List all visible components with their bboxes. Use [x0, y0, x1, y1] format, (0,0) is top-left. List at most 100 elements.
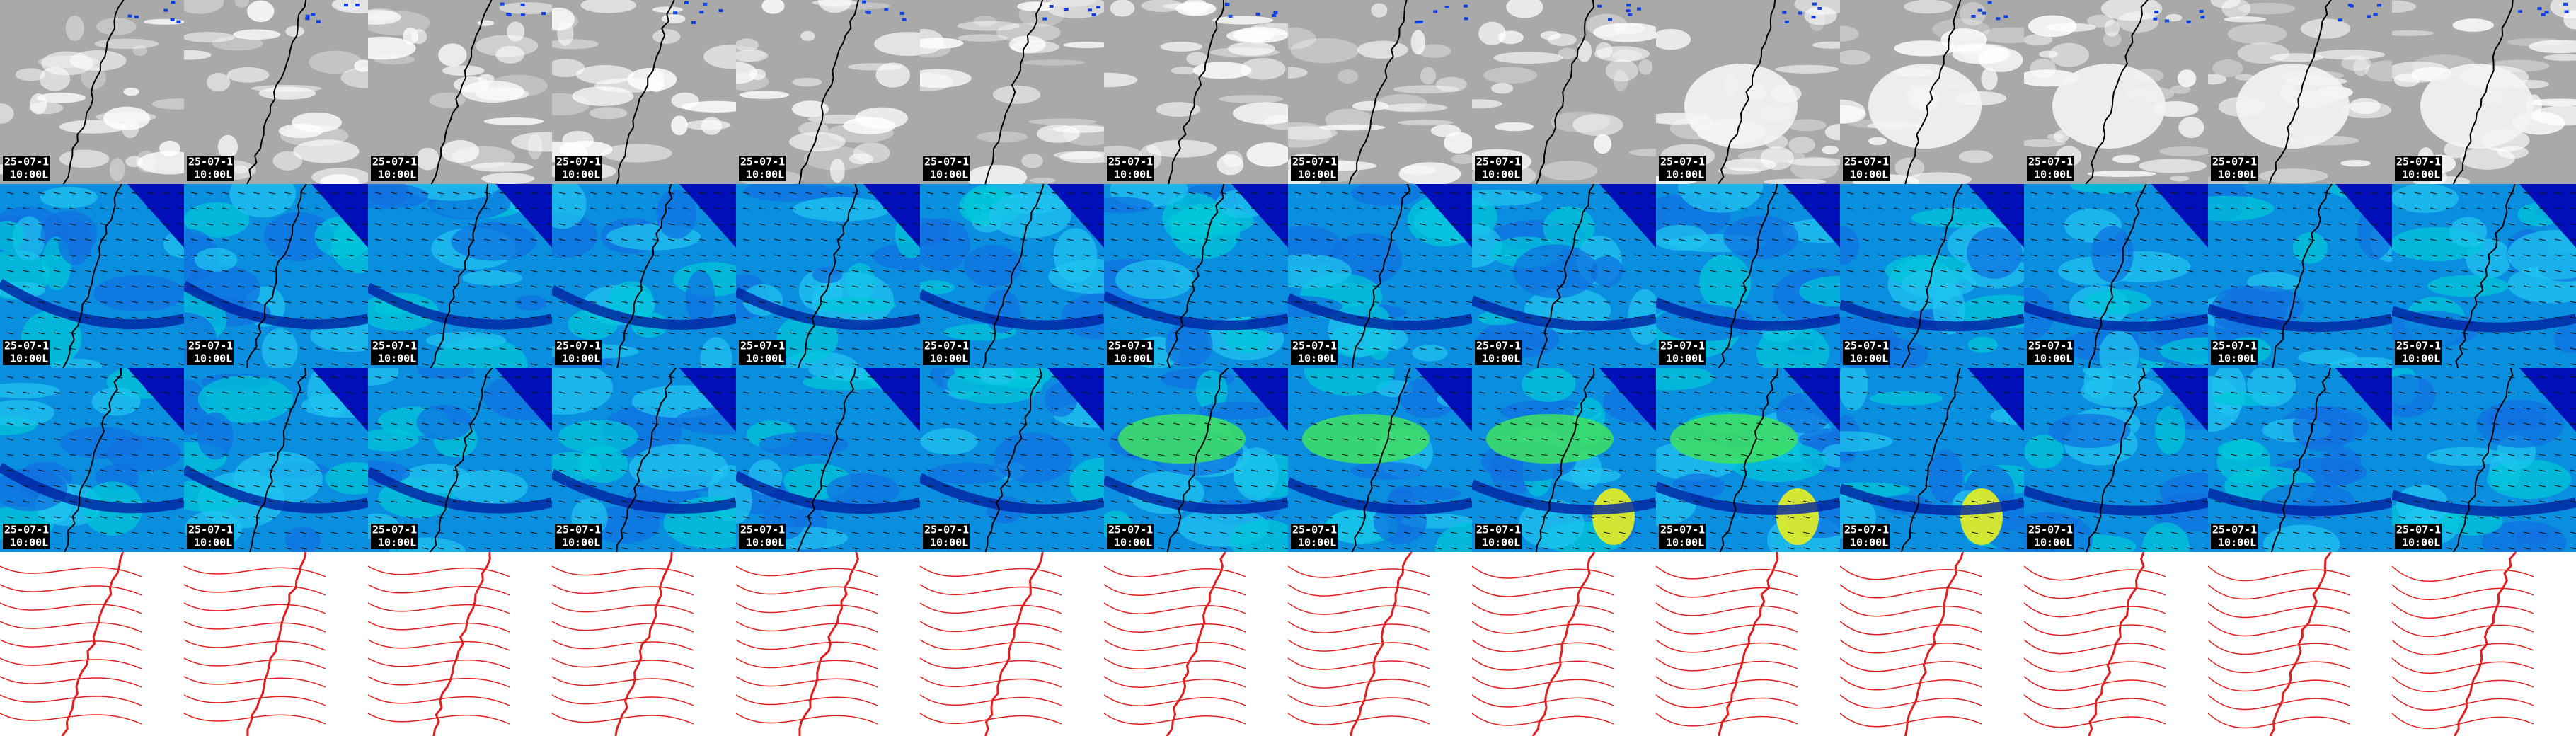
wind-arrow — [636, 485, 644, 488]
wind-arrow — [652, 363, 660, 366]
wind-arrow — [362, 547, 368, 550]
wind-arrow — [574, 376, 582, 379]
wind-arrow — [1924, 391, 1932, 394]
precip — [1091, 13, 1096, 16]
wind-arrow — [483, 376, 491, 379]
cloud — [703, 44, 736, 69]
wind-arrow — [1771, 238, 1779, 241]
wind-field — [1869, 391, 1943, 406]
wind-arrow — [1082, 238, 1090, 241]
wind-arrow — [468, 270, 476, 272]
cloud — [217, 134, 238, 159]
wind-arrow — [1173, 285, 1180, 288]
wind-arrow — [1694, 422, 1701, 425]
wind-arrow — [452, 207, 460, 210]
wind-field — [462, 270, 523, 286]
wind-arrow — [2507, 347, 2515, 350]
wind-arrow — [1771, 516, 1779, 519]
precip — [1971, 14, 1976, 18]
wind-arrow — [22, 500, 30, 503]
wind-arrow — [2108, 531, 2116, 534]
wind-arrow — [2523, 363, 2531, 366]
wind-arrow — [926, 192, 934, 195]
wind-arrow — [1787, 391, 1795, 394]
wind-arrow — [452, 192, 460, 195]
wind-arrow — [714, 347, 722, 350]
wind-arrow — [914, 485, 920, 488]
wind-arrow — [2108, 223, 2116, 226]
cloud — [2212, 59, 2243, 78]
wind-arrow — [1004, 254, 1012, 257]
wind-arrow — [2124, 223, 2132, 226]
wind-arrow — [284, 485, 292, 488]
wind-arrow — [683, 376, 691, 379]
wind-arrow — [1294, 285, 1302, 288]
wind-arrow — [84, 363, 92, 366]
wind-arrow — [973, 469, 981, 472]
wind-arrow — [1556, 422, 1564, 425]
precip — [1637, 7, 1642, 11]
wind-arrow — [299, 347, 307, 350]
map-tile: 25-07-110:00L — [552, 368, 736, 552]
wind-arrow — [742, 407, 750, 410]
wind-arrow — [2018, 438, 2024, 441]
wind-arrow — [452, 376, 460, 379]
wind-arrow — [2139, 438, 2147, 441]
wind-arrow — [346, 192, 354, 195]
wind-arrow — [1572, 270, 1580, 272]
wind-arrow — [22, 223, 30, 226]
wind-field — [2449, 217, 2488, 248]
wind-arrow — [1572, 376, 1580, 379]
wind-arrow — [1862, 223, 1870, 226]
wind-arrow — [2308, 223, 2316, 226]
wind-arrow — [2461, 363, 2468, 366]
wind-arrow — [1678, 316, 1686, 319]
wind-field — [40, 186, 98, 209]
wind-arrow — [69, 407, 76, 410]
wind-arrow — [6, 438, 14, 441]
wind-arrow — [237, 516, 245, 519]
precip — [1433, 10, 1438, 13]
wind-arrow — [6, 500, 14, 503]
wind-arrow — [330, 207, 338, 210]
wind-field — [920, 280, 955, 295]
wind-arrow — [1771, 223, 1779, 226]
precip — [1464, 4, 1468, 8]
wind-arrow — [499, 301, 507, 304]
wind-arrow — [914, 254, 920, 257]
wind-arrow — [1142, 207, 1149, 210]
wind-arrow — [1971, 391, 1979, 394]
wind-arrow — [146, 547, 154, 550]
wind-arrow — [1909, 347, 1916, 350]
wind-field — [0, 383, 60, 399]
wind-arrow — [299, 270, 307, 272]
wind-arrow — [2308, 316, 2316, 319]
wind-arrow — [867, 391, 875, 394]
wind-arrow — [2018, 254, 2024, 257]
wind-arrow — [1294, 516, 1302, 519]
wind-arrow — [2202, 285, 2208, 288]
wind-arrow — [1603, 531, 1611, 534]
wind-arrow — [2398, 223, 2406, 226]
wind-arrow — [1082, 254, 1090, 257]
wind-arrow — [483, 238, 491, 241]
wind-arrow — [730, 469, 736, 472]
wind-arrow — [2323, 407, 2331, 410]
wind-arrow — [805, 223, 812, 226]
wind-arrow — [1403, 516, 1411, 519]
wind-arrow — [2308, 332, 2316, 335]
map-tile: 25-07-110:00L — [1656, 184, 1840, 368]
wind-arrow — [2155, 500, 2163, 503]
wind-arrow — [898, 516, 906, 519]
wind-arrow — [162, 376, 170, 379]
wind-arrow — [546, 270, 552, 272]
wind-arrow — [1494, 223, 1502, 226]
wind-arrow — [1219, 363, 1227, 366]
wind-arrow — [2445, 332, 2453, 335]
map-tile: 25-07-110:00L — [1840, 184, 2024, 368]
wind-arrow — [1310, 469, 1318, 472]
wind-arrow — [882, 547, 890, 550]
date-label: 25-07-1 — [2028, 156, 2073, 168]
wind-arrow — [2062, 407, 2069, 410]
wind-field — [2099, 330, 2139, 368]
